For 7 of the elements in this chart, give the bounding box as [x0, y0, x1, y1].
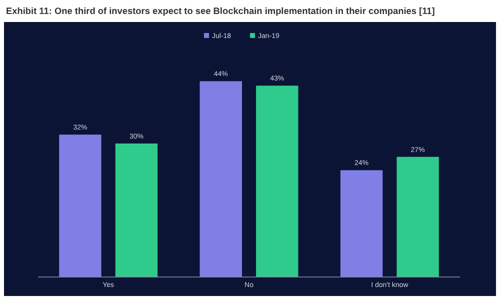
bar [115, 144, 158, 277]
bar [340, 170, 383, 277]
bar [256, 86, 298, 277]
bar [396, 156, 439, 277]
chart-title: Exhibit 11: One third of investors expect to see Blockchain implementation in their companies [11] [6, 6, 435, 16]
bar [200, 81, 242, 277]
bar [59, 134, 102, 277]
